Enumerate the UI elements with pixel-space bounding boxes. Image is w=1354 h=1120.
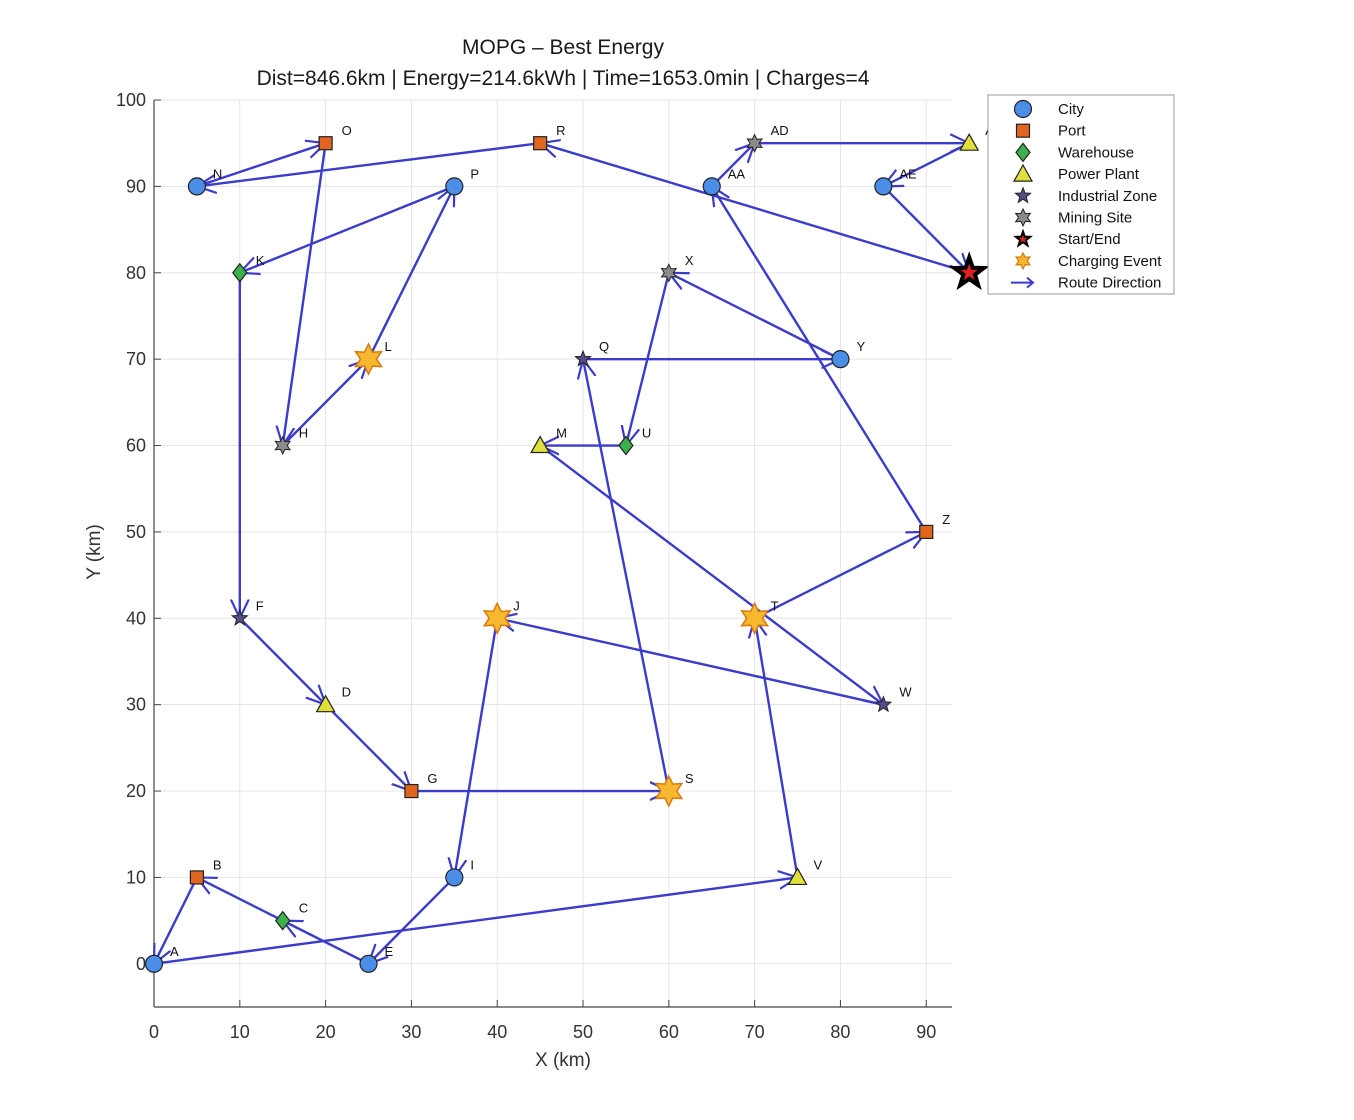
y-tick-label: 80: [126, 263, 146, 283]
node-label-z: Z: [942, 512, 950, 527]
x-tick-label: 30: [401, 1022, 421, 1042]
node-label-u: U: [642, 426, 651, 441]
node-label-ae: AE: [899, 166, 917, 181]
grid: [154, 100, 952, 1007]
node-label-h: H: [299, 426, 308, 441]
node-z: [920, 525, 933, 538]
node-labels: ABCDEFGHIJKLMNOPQRSTUVWXYZAAADAEAF: [170, 123, 1002, 959]
x-tick-label: 90: [916, 1022, 936, 1042]
node-label-b: B: [213, 857, 222, 872]
x-tick-label: 0: [149, 1022, 159, 1042]
node-label-i: I: [470, 857, 474, 872]
node-label-a: A: [170, 944, 179, 959]
node-w: [876, 697, 891, 711]
legend-label-city: City: [1058, 101, 1084, 118]
y-tick-label: 100: [116, 90, 146, 110]
node-label-l: L: [385, 339, 392, 354]
y-tick-label: 10: [126, 867, 146, 887]
node-label-t: T: [771, 598, 779, 613]
node-label-p: P: [470, 166, 479, 181]
node-label-o: O: [342, 123, 352, 138]
node-label-y: Y: [856, 339, 865, 354]
node-p: [446, 178, 463, 195]
route-segment-P-K: [240, 186, 455, 272]
node-label-n: N: [213, 166, 222, 181]
x-tick-label: 60: [659, 1022, 679, 1042]
x-tick-label: 20: [316, 1022, 336, 1042]
legend-label-start: Start/End: [1058, 231, 1121, 248]
node-ae: [875, 178, 892, 195]
node-label-q: Q: [599, 339, 609, 354]
node-label-x: X: [685, 253, 694, 268]
y-tick-label: 60: [126, 436, 146, 456]
y-tick-label: 40: [126, 608, 146, 628]
x-tick-label: 10: [230, 1022, 250, 1042]
node-u: [619, 437, 633, 455]
route-segment-J-I: [454, 618, 497, 877]
legend-label-mining: Mining Site: [1058, 210, 1132, 227]
chart: MOPG – Best Energy Dist=846.6km | Energy…: [0, 0, 1354, 1120]
node-c: [276, 912, 290, 930]
y-tick-label: 0: [136, 954, 146, 974]
x-tick-label: 40: [487, 1022, 507, 1042]
route-segment-F-D: [240, 618, 326, 704]
y-tick-label: 20: [126, 781, 146, 801]
node-e: [360, 955, 377, 972]
route-lines: [154, 143, 969, 964]
node-label-g: G: [427, 771, 437, 786]
node-label-v: V: [814, 857, 823, 872]
route-segment-V-T: [755, 618, 798, 877]
node-label-d: D: [342, 685, 351, 700]
legend-label-charging: Charging Event: [1058, 253, 1162, 270]
node-label-e: E: [385, 944, 394, 959]
axes: [154, 100, 952, 1007]
node-k: [233, 264, 247, 282]
legend: City Port Warehouse Power Plant Industrial Z…: [988, 95, 1174, 294]
node-r: [534, 137, 547, 150]
legend-marker-port: [1017, 124, 1030, 137]
node-aa: [703, 178, 720, 195]
legend-marker-city: [1015, 101, 1032, 118]
x-axis-label: X (km): [535, 1050, 591, 1071]
x-tick-label: 70: [745, 1022, 765, 1042]
node-y: [832, 351, 849, 368]
node-label-w: W: [899, 685, 912, 700]
route-segment-S-Q: [583, 359, 669, 791]
node-i: [446, 869, 463, 886]
node-label-f: F: [256, 598, 264, 613]
legend-label-warehouse: Warehouse: [1058, 144, 1134, 161]
node-label-aa: AA: [728, 166, 746, 181]
node-v: [789, 868, 807, 884]
node-n: [188, 178, 205, 195]
y-tick-label: 70: [126, 349, 146, 369]
node-label-k: K: [256, 253, 265, 268]
node-b: [190, 871, 203, 884]
x-tick-label: 80: [830, 1022, 850, 1042]
node-g: [405, 785, 418, 798]
legend-label-port: Port: [1058, 123, 1086, 140]
y-tick-label: 50: [126, 522, 146, 542]
chart-title-line1: MOPG – Best Energy: [462, 36, 664, 59]
node-o: [319, 137, 332, 150]
chart-title-line2: Dist=846.6km | Energy=214.6kWh | Time=16…: [257, 67, 870, 90]
node-label-m: M: [556, 426, 567, 441]
legend-label-industrial: Industrial Zone: [1058, 188, 1157, 205]
route-segment-O-H: [283, 143, 326, 445]
node-label-c: C: [299, 901, 308, 916]
node-label-r: R: [556, 123, 565, 138]
legend-label-route: Route Direction: [1058, 275, 1161, 292]
x-tick-label: 50: [573, 1022, 593, 1042]
route-segment-R-N: [197, 143, 540, 186]
y-tick-label: 30: [126, 695, 146, 715]
node-a: [146, 955, 163, 972]
node-label-s: S: [685, 771, 694, 786]
node-label-j: J: [513, 598, 520, 613]
y-axis-label: Y (km): [84, 524, 105, 580]
node-label-ad: AD: [771, 123, 789, 138]
route-segment-D-G: [326, 705, 412, 791]
legend-label-power: Power Plant: [1058, 166, 1140, 183]
y-tick-label: 90: [126, 176, 146, 196]
route-segment-A-V: [154, 877, 798, 963]
